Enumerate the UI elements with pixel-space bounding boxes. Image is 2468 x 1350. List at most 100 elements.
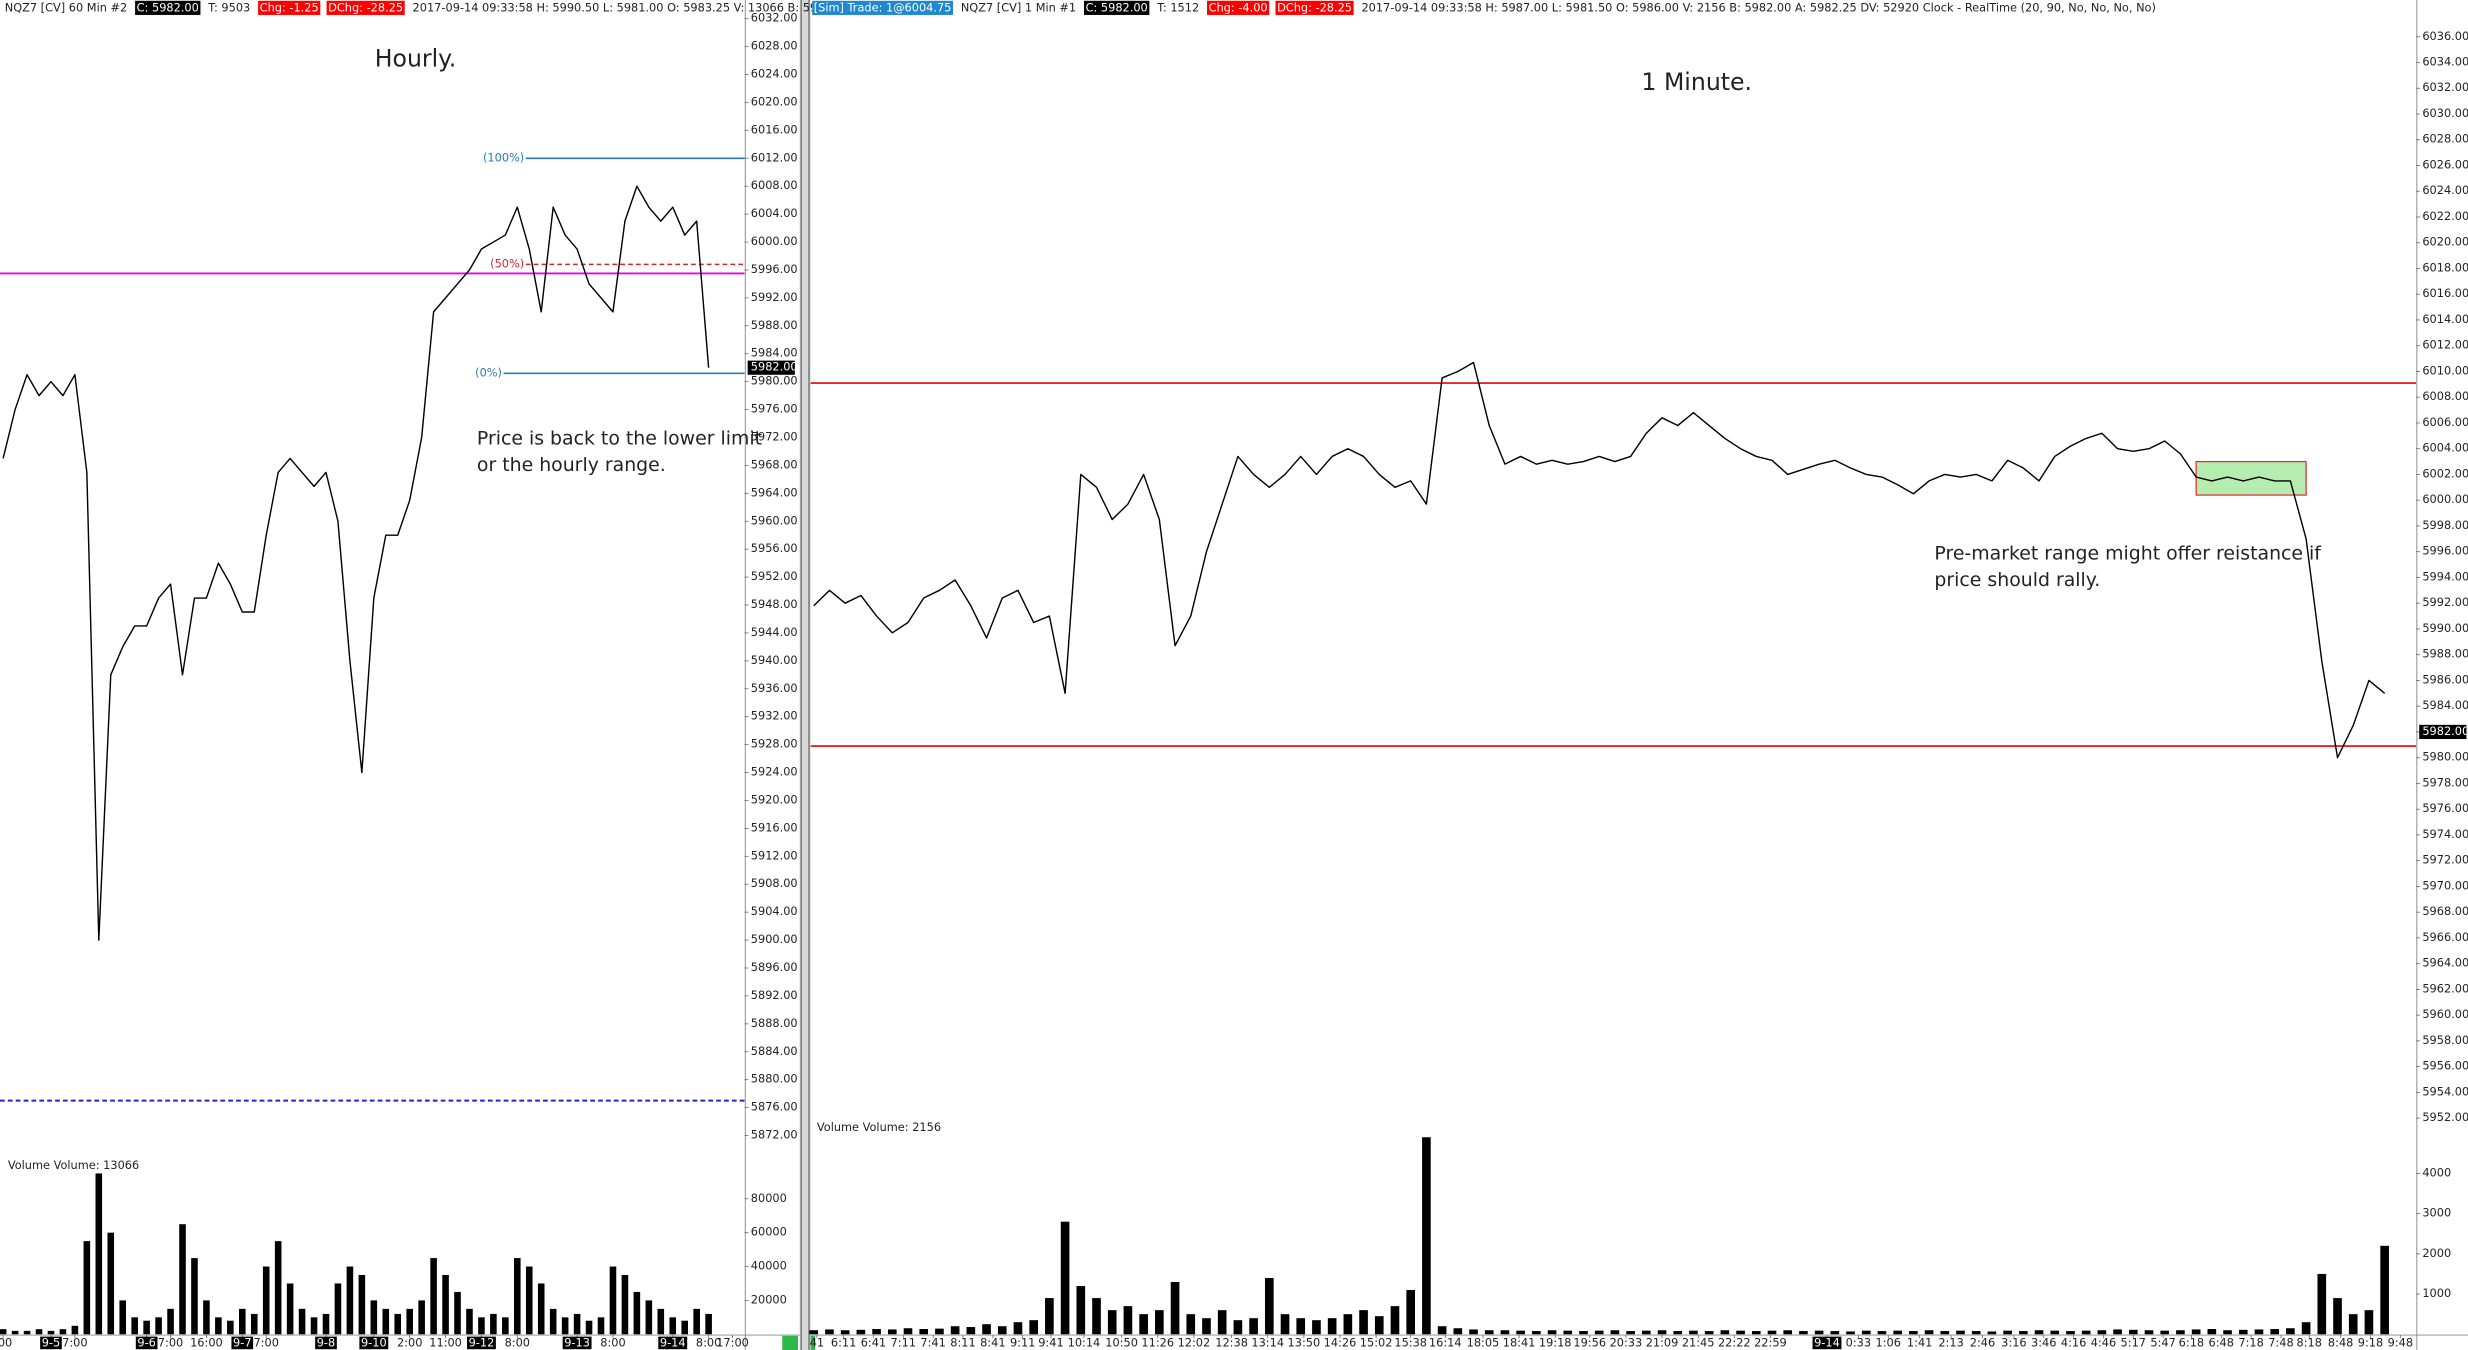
volume-bar (2333, 1298, 2342, 1335)
x-tick-label: 9-10 (361, 1336, 387, 1350)
volume-bar (131, 1317, 138, 1335)
y-tick-label: 5990.00 (2422, 621, 2468, 635)
volume-bar (143, 1320, 150, 1335)
volume-bar (549, 1308, 557, 1335)
y-tick-label: 6014.00 (2422, 312, 2468, 326)
volume-bar (681, 1320, 688, 1335)
fib-label: (100%) (483, 150, 524, 164)
volume-bar (597, 1317, 605, 1335)
y-tick-label: 6018.00 (2422, 260, 2468, 274)
volume-bar (11, 1330, 19, 1335)
volume-bar (406, 1308, 413, 1335)
volume-bar (1202, 1318, 1211, 1335)
y-tick-label: 6012.00 (751, 150, 798, 164)
x-tick-label: 11:26 (1141, 1336, 1174, 1350)
volume-bar (1422, 1137, 1431, 1335)
y-tick-label: 6004.00 (2422, 441, 2468, 455)
y-tick-label: 20000 (751, 1292, 787, 1306)
y-tick-label: 6020.00 (751, 94, 798, 108)
y-tick-label: 5998.00 (2422, 518, 2468, 532)
date-badge (1812, 1336, 1842, 1350)
volume-bar (1861, 1330, 1871, 1335)
y-tick-label: 6000.00 (751, 234, 798, 248)
y-tick-label: 5924.00 (751, 765, 798, 779)
y-tick-label: 5974.00 (2422, 827, 2468, 841)
volume-bar (394, 1313, 402, 1335)
x-tick-label: 8:41 (980, 1336, 1005, 1350)
header-field: T: 9503 (207, 1, 250, 15)
volume-bar (1076, 1286, 1086, 1335)
volume-bar (119, 1300, 127, 1335)
volume-bar (227, 1320, 234, 1335)
volume-bar (2081, 1330, 2091, 1335)
y-tick-label: 1000 (2422, 1286, 2451, 1300)
volume-bar (1704, 1331, 1714, 1335)
status-indicator (810, 1335, 816, 1350)
y-tick-label: 5944.00 (751, 625, 798, 639)
y-tick-label: 6020.00 (2422, 235, 2468, 249)
x-tick-label: 13:50 (1288, 1336, 1321, 1350)
date-badge (359, 1336, 389, 1350)
volume-bar (561, 1317, 569, 1335)
y-tick-label: 6016.00 (751, 122, 798, 136)
volume-bar (23, 1330, 31, 1335)
x-tick-label: 8:00 (600, 1336, 625, 1350)
y-tick-label: 6010.00 (2422, 363, 2468, 377)
volume-bar (2066, 1331, 2075, 1335)
header-field: 2017-09-14 09:33:58 H: 5987.00 L: 5981.5… (1361, 1, 2155, 15)
volume-bar (1296, 1318, 1306, 1335)
volume-bar (966, 1327, 976, 1335)
volume-bar (250, 1313, 258, 1335)
y-tick-label: 5960.00 (2422, 1007, 2468, 1021)
y-tick-label: 5996.00 (2422, 544, 2468, 558)
panel-title: Volume Volume: 2156 (817, 1120, 941, 1134)
volume-bar (215, 1317, 222, 1335)
x-tick-label: 1:06 (1876, 1336, 1901, 1350)
volume-bar (1374, 1316, 1384, 1335)
volume-bar (935, 1328, 944, 1335)
x-tick-label: 11:00 (429, 1336, 462, 1350)
volume-bar (2223, 1330, 2232, 1335)
volume-bar (1594, 1330, 1604, 1335)
volume-bar (1390, 1306, 1400, 1335)
volume-bar (1767, 1330, 1777, 1335)
volume-bar (454, 1291, 461, 1335)
volume-bar (2128, 1329, 2138, 1335)
x-tick-label: 7:00 (62, 1336, 87, 1350)
volume-bar (155, 1317, 162, 1335)
date-badge (658, 1336, 688, 1350)
volume-bar (525, 1266, 533, 1335)
y-tick-label: 6024.00 (751, 67, 798, 81)
volume-bar (705, 1313, 712, 1335)
y-tick-label: 5970.00 (2422, 878, 2468, 892)
volume-bar (2003, 1330, 2012, 1335)
volume-bar (585, 1320, 593, 1335)
y-tick-label: 6028.00 (2422, 132, 2468, 146)
y-tick-label: 5966.00 (2422, 930, 2468, 944)
y-tick-label: 6028.00 (751, 39, 798, 53)
y-tick-label: 5978.00 (2422, 775, 2468, 789)
date-badge (135, 1336, 158, 1350)
header-field: [Sim] Trade: 1@6004.75 (814, 1, 952, 15)
y-tick-label: 5964.00 (751, 485, 798, 499)
volume-bar (2176, 1330, 2185, 1335)
x-tick-label: 2:13 (1938, 1336, 1963, 1350)
x-tick-label: 19:18 (1539, 1336, 1572, 1350)
x-tick-label: 9-14 (1814, 1336, 1840, 1350)
x-tick-label: 9:11 (1010, 1336, 1035, 1350)
volume-bar (1217, 1310, 1227, 1335)
y-tick-label: 6034.00 (2422, 55, 2468, 69)
x-tick-label: 7:41 (920, 1336, 945, 1350)
y-tick-label: 5980.00 (2422, 750, 2468, 764)
volume-bar (2019, 1331, 2028, 1335)
volume-bar (1155, 1310, 1164, 1335)
x-tick-label: 4:16 (2061, 1336, 2086, 1350)
header-field: C: 5982.00 (137, 1, 199, 15)
x-tick-label: 6:41 (861, 1336, 886, 1350)
y-tick-label: 5954.00 (2422, 1084, 2468, 1098)
header-field: 2017-09-14 09:33:58 H: 5990.50 L: 5981.0… (413, 1, 876, 15)
volume-bar (1673, 1331, 1683, 1335)
volume-bar (1343, 1314, 1353, 1335)
volume-bar (490, 1313, 497, 1335)
volume-bar (1799, 1331, 1808, 1335)
